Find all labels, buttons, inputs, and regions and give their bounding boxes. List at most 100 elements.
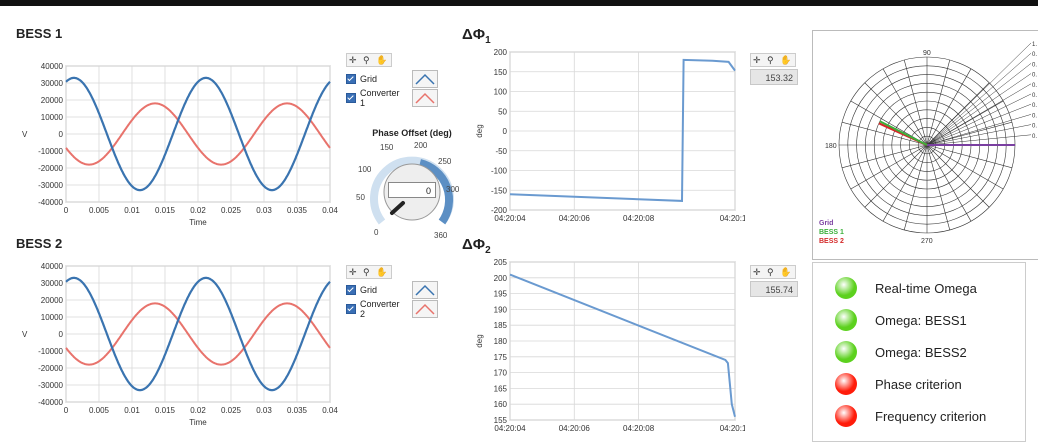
x-tick-label: 0.025 — [221, 406, 242, 415]
status-indicator-panel: Real-time Omega Omega: BESS1 Omega: BESS… — [812, 262, 1026, 442]
bess2-title: BESS 2 — [16, 236, 63, 251]
y-tick-label: -150 — [491, 186, 508, 195]
x-tick-label: 04:20:06 — [559, 424, 591, 433]
bess1-graph-tools[interactable]: ✛ ⚲ ✋ — [346, 53, 393, 67]
x-tick-label: 04:20:08 — [623, 424, 655, 433]
y-axis-label: V — [22, 130, 28, 139]
y-tick-label: 200 — [494, 48, 508, 57]
y-tick-label: -10000 — [38, 347, 63, 356]
grid-plot-swatch — [412, 69, 438, 88]
y-tick-label: 30000 — [41, 79, 64, 88]
x-tick-label: 0 — [64, 206, 69, 215]
svg-text:50: 50 — [356, 193, 365, 202]
polar-radius-label: 0. — [1032, 124, 1037, 130]
y-tick-label: -30000 — [38, 381, 63, 390]
y-tick-label: -200 — [491, 206, 508, 215]
svg-text:150: 150 — [380, 143, 394, 152]
x-tick-label: 0.04 — [322, 406, 338, 415]
x-tick-label: 0.015 — [155, 206, 176, 215]
bess1-waveform-chart[interactable]: 40000 30000 20000 10000 0 -10000 -20000 -30000 -… — [10, 60, 340, 230]
x-tick-label: 0 — [64, 406, 69, 415]
y-tick-label: 40000 — [41, 262, 64, 271]
trend-series-line — [509, 58, 736, 202]
y-tick-label: -40000 — [38, 198, 63, 207]
y-tick-label: 160 — [494, 400, 508, 409]
legend-item-converter2[interactable]: Converter 2 — [346, 299, 438, 319]
polar-radius-label: 0. — [1032, 103, 1037, 109]
y-tick-label: 205 — [494, 258, 508, 267]
dphi2-value-display: 155.74 — [750, 281, 798, 297]
y-tick-label: 30000 — [41, 279, 64, 288]
bess2-legend: Grid Converter 2 — [346, 280, 438, 319]
x-tick-label: 0.035 — [287, 206, 308, 215]
y-tick-label: 0 — [503, 127, 508, 136]
svg-text:250: 250 — [438, 157, 452, 166]
grid-series-line — [65, 276, 331, 392]
polar-radius-label: 0. — [1032, 113, 1037, 119]
legend-item-grid[interactable]: Grid — [346, 69, 438, 88]
y-tick-label: 50 — [498, 107, 507, 116]
dphi2-graph-tools[interactable]: ✛ ⚲ ✋ — [750, 265, 797, 279]
knob-title: Phase Offset (deg) — [372, 128, 452, 138]
legend-item-converter1[interactable]: Converter 1 — [346, 88, 438, 108]
svg-text:0: 0 — [374, 228, 379, 237]
bess1-title: BESS 1 — [16, 26, 63, 41]
converter-plot-swatch — [412, 88, 438, 107]
polar-legend-bess2: BESS 2 — [819, 238, 844, 245]
polar-legend-bess1: BESS 1 — [819, 229, 844, 236]
y-tick-label: -100 — [491, 167, 508, 176]
top-bar — [0, 0, 1038, 6]
y-tick-label: 190 — [494, 305, 508, 314]
checkbox-icon[interactable] — [346, 303, 356, 314]
y-tick-label: 0 — [59, 130, 64, 139]
y-tick-label: 100 — [494, 88, 508, 97]
polar-radius-label: 0. — [1032, 73, 1037, 79]
converter-plot-swatch — [412, 299, 438, 318]
status-omega-bess1: Omega: BESS1 — [835, 309, 967, 331]
x-tick-label: 04:20:11 — [720, 214, 745, 223]
polar-phasor-plot[interactable]: 1. 0. 0. 0. 0. 0. 0. 0. 0. 0. 90 180 270 Grid BESS 1… — [812, 30, 1038, 260]
bess2-graph-tools[interactable]: ✛ ⚲ ✋ — [346, 265, 393, 279]
dphi2-title: ΔΦ2 — [462, 236, 491, 256]
polar-radius-label: 0. — [1032, 93, 1037, 99]
y-tick-label: 40000 — [41, 62, 64, 71]
converter-series-line — [65, 302, 331, 366]
x-tick-label: 0.035 — [287, 406, 308, 415]
y-tick-label: -10000 — [38, 147, 63, 156]
x-tick-label: 0.03 — [256, 206, 272, 215]
dphi1-graph-tools[interactable]: ✛ ⚲ ✋ — [750, 53, 797, 67]
status-realtime-omega: Real-time Omega — [835, 277, 977, 299]
converter-series-line — [65, 102, 331, 166]
x-tick-label: 04:20:04 — [494, 424, 526, 433]
checkbox-icon[interactable] — [346, 73, 356, 84]
y-tick-label: -50 — [495, 147, 507, 156]
checkbox-icon[interactable] — [346, 284, 356, 295]
dphi2-trend-chart[interactable]: 20520019519018518017517016516015504:20:0… — [470, 256, 745, 441]
x-tick-label: 0.01 — [124, 406, 140, 415]
legend-item-grid[interactable]: Grid — [346, 280, 438, 299]
x-tick-label: 04:20:06 — [559, 214, 591, 223]
polar-radius-label: 0. — [1032, 62, 1037, 68]
phase-offset-input[interactable]: 0 — [388, 182, 436, 198]
y-tick-label: 10000 — [41, 313, 64, 322]
y-tick-label: 155 — [494, 416, 508, 425]
status-phase-criterion: Phase criterion — [835, 373, 962, 395]
polar-radius-label: 0. — [1032, 134, 1037, 140]
x-tick-label: 0.005 — [89, 406, 110, 415]
checkbox-icon[interactable] — [346, 92, 356, 103]
phase-offset-knob[interactable]: Phase Offset (deg) 0 50 100 150 200 250 … — [352, 126, 472, 240]
polar-angle-label: 270 — [921, 238, 933, 245]
bess2-waveform-chart[interactable]: 40000 30000 20000 10000 0 -10000 -20000 -30000 -… — [10, 260, 340, 440]
status-led-icon — [835, 277, 857, 299]
y-tick-label: 195 — [494, 290, 508, 299]
polar-radius-label: 1. — [1032, 42, 1037, 48]
y-tick-label: 20000 — [41, 296, 64, 305]
svg-text:300: 300 — [446, 185, 460, 194]
grid-series-line — [65, 76, 331, 192]
x-tick-label: 04:20:11 — [720, 424, 745, 433]
polar-legend: Grid BESS 1 BESS 2 — [819, 219, 844, 246]
polar-radius-label: 0. — [1032, 52, 1037, 58]
svg-text:200: 200 — [414, 141, 428, 150]
y-tick-label: -20000 — [38, 364, 63, 373]
